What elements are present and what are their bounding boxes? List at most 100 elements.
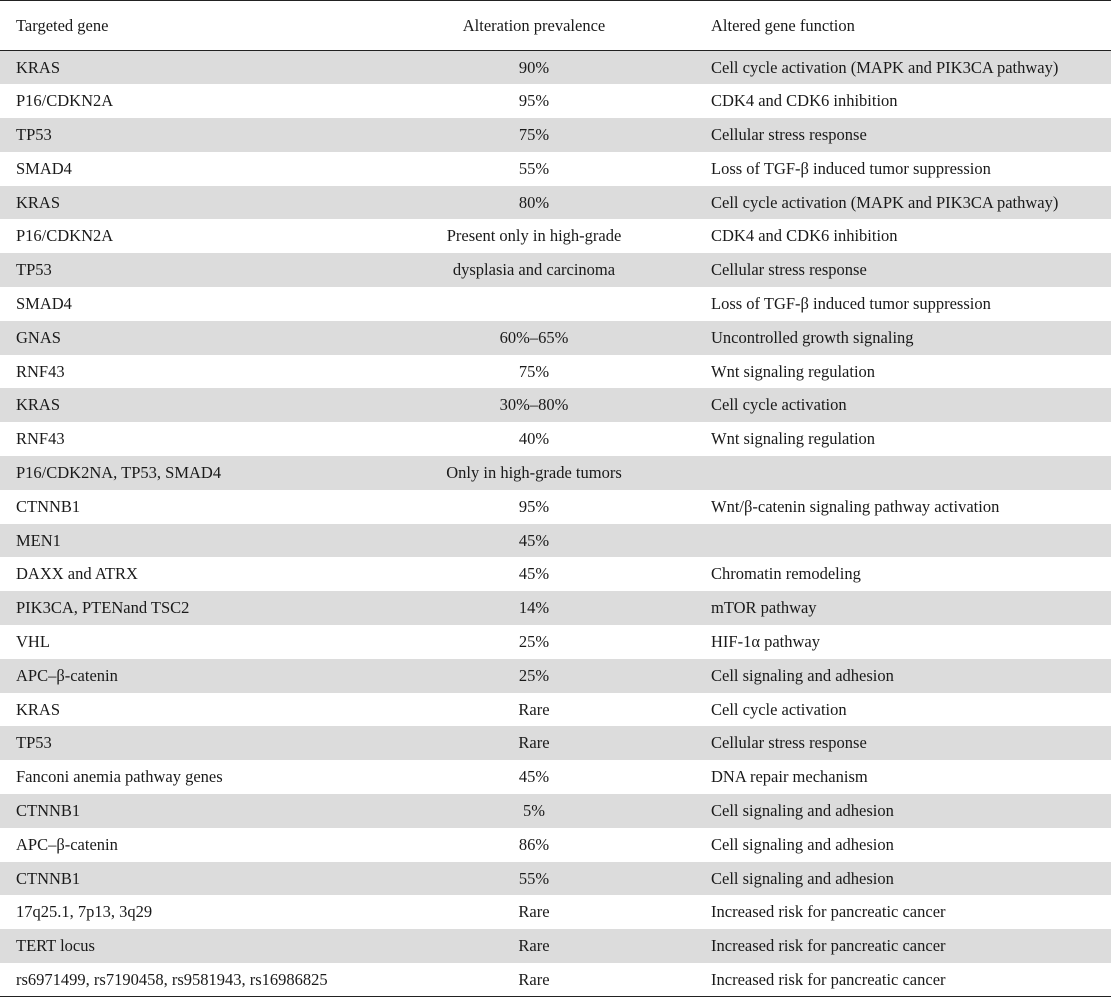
table-row: SMAD4 55% Loss of TGF-β induced tumor supp… — [0, 152, 1111, 186]
cell-targeted-gene: GNAS — [0, 320, 357, 355]
cell-targeted-gene: APC–β-catenin — [16, 834, 118, 854]
table-row: Fanconi anemia pathway genes 45% DNA repai… — [0, 760, 1111, 794]
cell-altered-gene-function: Wnt signaling regulation — [711, 361, 876, 381]
cell-alteration-prevalence: 95% — [518, 496, 550, 516]
cell-altered-gene-function: Chromatin remodeling — [711, 564, 861, 584]
cell-alteration-prevalence: 86% — [518, 834, 550, 854]
cell-altered-gene-function: Loss of TGF-β induced tumor suppression — [711, 293, 991, 313]
table-row: TP53 Rare Cellular stress response — [0, 726, 1111, 761]
table-row: rs6971499, rs7190458, rs9581943, rs16986… — [0, 963, 1111, 997]
table-row: P16/CDKN2A 95% CDK4 and CDK6 inhibition — [0, 84, 1111, 118]
cell-altered-gene-function — [711, 523, 1111, 558]
table-row: VHL 25% HIF-1α pathway — [0, 625, 1111, 659]
table-row: P16/CDKN2A Present only in high-grade CDK4… — [0, 219, 1111, 253]
table-row: RNF43 40% Wnt signaling regulation — [0, 422, 1111, 456]
cell-targeted-gene: DAXX and ATRX — [16, 564, 138, 584]
table-row: CTNNB1 55% Cell signaling and adhesion — [0, 861, 1111, 896]
cell-altered-gene-function — [711, 456, 1111, 490]
cell-alteration-prevalence: 80% — [357, 185, 711, 220]
table-row: KRAS 90% Cell cycle activation (MAPK and P… — [0, 50, 1111, 85]
table-row: DAXX and ATRX 45% Chromatin remodeling — [0, 557, 1111, 591]
header-targeted-gene: Targeted gene — [0, 0, 357, 51]
cell-altered-gene-function: Loss of TGF-β induced tumor suppression — [711, 158, 991, 178]
cell-targeted-gene: CTNNB1 — [16, 496, 81, 516]
cell-targeted-gene: RNF43 — [16, 429, 65, 449]
cell-targeted-gene: CTNNB1 — [0, 861, 357, 896]
cell-alteration-prevalence: Rare — [357, 963, 711, 997]
cell-alteration-prevalence: 45% — [518, 564, 550, 584]
table-row: TERT locus Rare Increased risk for pancrea… — [0, 929, 1111, 964]
cell-targeted-gene: TP53 — [0, 253, 357, 288]
table-row: CTNNB1 95% Wnt/β-catenin signaling pathway… — [0, 490, 1111, 524]
cell-targeted-gene: TERT locus — [0, 929, 357, 964]
header-alteration-prevalence: Alteration prevalence — [357, 0, 711, 51]
cell-alteration-prevalence: Rare — [357, 929, 711, 964]
cell-targeted-gene: TP53 — [0, 726, 357, 761]
cell-alteration-prevalence: Only in high-grade tumors — [357, 456, 711, 490]
cell-altered-gene-function: Cell cycle activation — [711, 699, 847, 719]
cell-targeted-gene: RNF43 — [16, 361, 65, 381]
cell-altered-gene-function: Cell signaling and adhesion — [711, 658, 1111, 693]
cell-targeted-gene: MEN1 — [0, 523, 357, 558]
cell-altered-gene-function: Cellular stress response — [711, 253, 1111, 288]
cell-altered-gene-function: Cell signaling and adhesion — [711, 794, 1111, 828]
cell-alteration-prevalence: 75% — [518, 361, 550, 381]
cell-alteration-prevalence: 45% — [518, 767, 550, 787]
table-row: TP53 dysplasia and carcinoma Cellular stre… — [0, 253, 1111, 288]
cell-alteration-prevalence: 14% — [357, 591, 711, 626]
cell-altered-gene-function: CDK4 and CDK6 inhibition — [711, 226, 898, 246]
cell-alteration-prevalence: Present only in high-grade — [446, 226, 622, 246]
cell-targeted-gene: CTNNB1 — [0, 794, 357, 828]
cell-targeted-gene: APC–β-catenin — [0, 658, 357, 693]
cell-targeted-gene: P16/CDKN2A — [16, 226, 114, 246]
cell-alteration-prevalence: dysplasia and carcinoma — [357, 253, 711, 288]
cell-altered-gene-function: Cell cycle activation — [711, 388, 1111, 423]
table-row: KRAS 30%–80% Cell cycle activation — [0, 388, 1111, 423]
cell-alteration-prevalence: 55% — [357, 861, 711, 896]
cell-alteration-prevalence: 25% — [518, 631, 550, 651]
cell-targeted-gene: KRAS — [0, 388, 357, 423]
cell-altered-gene-function: Increased risk for pancreatic cancer — [711, 902, 946, 922]
cell-alteration-prevalence: 45% — [357, 523, 711, 558]
cell-altered-gene-function: Wnt signaling regulation — [711, 429, 876, 449]
table-row: MEN1 45% — [0, 523, 1111, 558]
cell-altered-gene-function: Uncontrolled growth signaling — [711, 320, 1111, 355]
table-row: KRAS Rare Cell cycle activation — [0, 693, 1111, 727]
table-row: CTNNB1 5% Cell signaling and adhesion — [0, 794, 1111, 828]
cell-altered-gene-function: Increased risk for pancreatic cancer — [711, 963, 1111, 997]
cell-targeted-gene: Fanconi anemia pathway genes — [16, 767, 223, 787]
cell-altered-gene-function: Cell signaling and adhesion — [711, 861, 1111, 896]
cell-alteration-prevalence — [357, 287, 711, 321]
cell-targeted-gene: rs6971499, rs7190458, rs9581943, rs16986… — [0, 963, 357, 997]
cell-targeted-gene: SMAD4 — [16, 158, 72, 178]
cell-altered-gene-function: mTOR pathway — [711, 591, 1111, 626]
cell-alteration-prevalence: 25% — [357, 658, 711, 693]
cell-targeted-gene: P16/CDKN2A — [16, 91, 114, 111]
header-altered-gene-function: Altered gene function — [711, 0, 1111, 51]
cell-targeted-gene: 17q25.1, 7p13, 3q29 — [16, 902, 153, 922]
cell-altered-gene-function: Wnt/β-catenin signaling pathway activati… — [711, 496, 1000, 516]
table-row: TP53 75% Cellular stress response — [0, 118, 1111, 152]
cell-alteration-prevalence: Rare — [357, 726, 711, 761]
cell-alteration-prevalence: Rare — [518, 902, 550, 922]
table-row: APC–β-catenin 86% Cell signaling and adhes… — [0, 828, 1111, 862]
cell-targeted-gene: PIK3CA, PTENand TSC2 — [0, 591, 357, 626]
table-row: PIK3CA, PTENand TSC2 14% mTOR pathway — [0, 591, 1111, 626]
table-row: GNAS 60%–65% Uncontrolled growth signaling — [0, 320, 1111, 355]
table-row: KRAS 80% Cell cycle activation (MAPK and P… — [0, 185, 1111, 220]
cell-alteration-prevalence: Rare — [518, 699, 550, 719]
cell-targeted-gene: SMAD4 — [16, 293, 72, 313]
table-row: P16/CDK2NA, TP53, SMAD4 Only in high-grad… — [0, 456, 1111, 490]
table-row: RNF43 75% Wnt signaling regulation — [0, 355, 1111, 389]
cell-targeted-gene: VHL — [16, 631, 50, 651]
cell-alteration-prevalence: 5% — [357, 794, 711, 828]
cell-alteration-prevalence: 55% — [518, 158, 550, 178]
cell-alteration-prevalence: 30%–80% — [357, 388, 711, 423]
cell-alteration-prevalence: 40% — [518, 429, 550, 449]
table-row: 17q25.1, 7p13, 3q29 Rare Increased risk fo… — [0, 895, 1111, 929]
cell-altered-gene-function: HIF-1α pathway — [711, 631, 820, 651]
cell-altered-gene-function: DNA repair mechanism — [711, 767, 868, 787]
cell-alteration-prevalence: 95% — [518, 91, 550, 111]
